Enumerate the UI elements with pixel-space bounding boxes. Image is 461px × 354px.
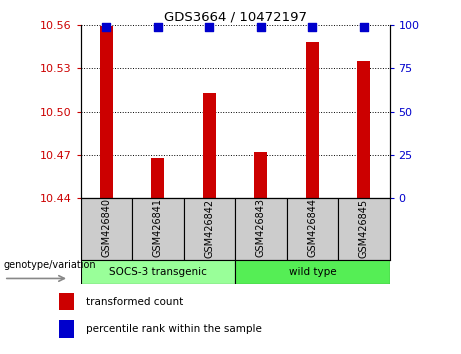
Bar <box>235 260 390 284</box>
Bar <box>203 93 216 198</box>
Bar <box>59 320 74 338</box>
Bar <box>357 61 370 198</box>
Point <box>103 24 110 29</box>
Point <box>257 24 265 29</box>
Text: GSM426845: GSM426845 <box>359 198 369 258</box>
Bar <box>338 198 390 260</box>
Bar <box>81 260 235 284</box>
Point <box>154 24 161 29</box>
Bar <box>152 158 164 198</box>
Bar <box>183 198 235 260</box>
Text: genotype/variation: genotype/variation <box>4 261 96 270</box>
Bar <box>254 152 267 198</box>
Text: percentile rank within the sample: percentile rank within the sample <box>86 324 262 334</box>
Bar <box>59 293 74 310</box>
Point <box>360 24 367 29</box>
Bar <box>287 198 338 260</box>
Text: GSM426844: GSM426844 <box>307 199 317 257</box>
Bar <box>132 198 183 260</box>
Text: SOCS-3 transgenic: SOCS-3 transgenic <box>109 267 207 277</box>
Bar <box>235 198 287 260</box>
Title: GDS3664 / 10472197: GDS3664 / 10472197 <box>164 11 307 24</box>
Bar <box>100 26 113 198</box>
Bar <box>81 198 132 260</box>
Text: GSM426840: GSM426840 <box>101 199 112 257</box>
Text: GSM426841: GSM426841 <box>153 199 163 257</box>
Text: GSM426842: GSM426842 <box>204 198 214 258</box>
Point <box>206 24 213 29</box>
Text: transformed count: transformed count <box>86 297 183 307</box>
Point <box>308 24 316 29</box>
Text: wild type: wild type <box>289 267 336 277</box>
Text: GSM426843: GSM426843 <box>256 199 266 257</box>
Bar <box>306 42 319 198</box>
